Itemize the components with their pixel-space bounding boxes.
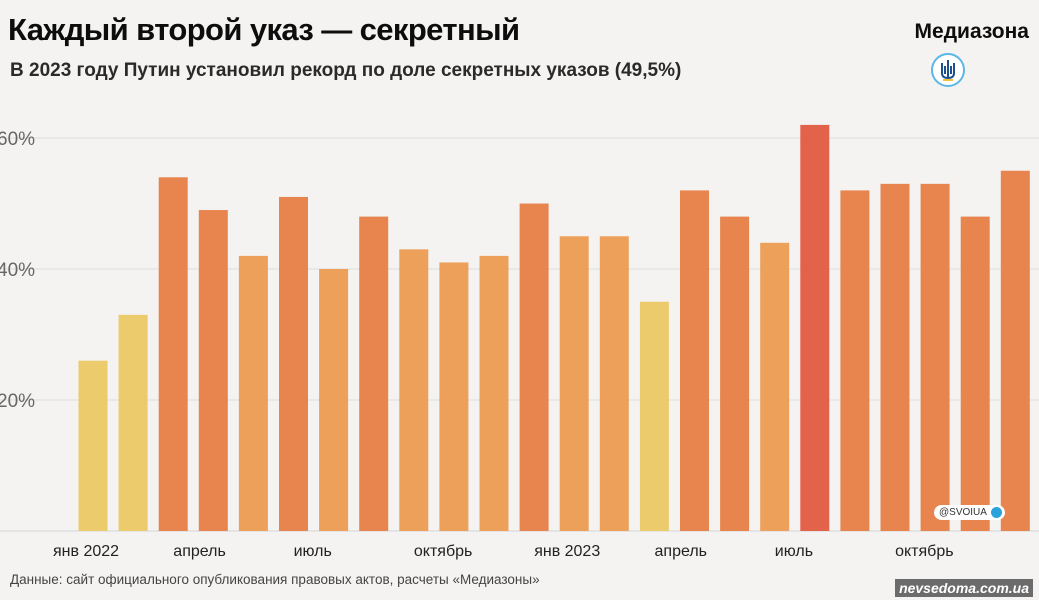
y-tick-label: 60%	[0, 129, 35, 150]
watermark: nevsedoma.com.ua	[895, 579, 1033, 597]
social-handle-label: @SVOIUA	[939, 507, 987, 518]
bar-фев-2022	[118, 314, 148, 531]
y-tick-label: 20%	[0, 391, 35, 412]
bar-апр-2022	[198, 210, 228, 532]
bar-июн-2022	[279, 196, 308, 531]
bar-окт-2023	[920, 183, 950, 531]
bar-авг-2023	[840, 190, 870, 531]
x-tick-label: апрель	[655, 543, 708, 560]
bar-сен-2023	[880, 183, 910, 531]
x-tick-label: янв 2023	[534, 543, 600, 560]
bar-фев-2023	[599, 236, 629, 531]
bar-апр-2023	[680, 190, 709, 531]
x-tick-label: июль	[775, 543, 813, 560]
bar-дек-2023	[1000, 170, 1030, 531]
telegram-icon	[990, 507, 1002, 518]
bar-дек-2022	[519, 203, 549, 531]
brand-name: Медиазона	[914, 20, 1029, 43]
chart-title: Каждый второй указ — секретный	[8, 12, 520, 47]
bar-май-2022	[238, 255, 268, 531]
bar-сен-2022	[399, 249, 429, 531]
x-tick-label: октябрь	[895, 543, 953, 560]
bar-chart: 20% 40% 60% янв 2022 апрель июль октябрь янв 20…	[0, 124, 1039, 560]
social-handle: @SVOIUA	[934, 505, 1005, 520]
x-tick-label: июль	[294, 543, 332, 560]
bar-авг-2022	[359, 216, 389, 531]
bar-мар-2022	[158, 177, 188, 532]
bar-мар-2023	[639, 301, 669, 531]
source-note: Данные: сайт официального опубликования …	[10, 572, 540, 587]
bar-июл-2022	[319, 269, 349, 531]
chart-area: 20% 40% 60% янв 2022 апрель июль октябрь янв 20…	[0, 110, 1039, 570]
bar-окт-2022	[439, 262, 469, 531]
x-tick-label: янв 2022	[53, 543, 119, 560]
x-tick-label: апрель	[173, 543, 226, 560]
x-tick-label: октябрь	[414, 543, 472, 560]
trident-logo-icon	[931, 53, 965, 92]
chart-subtitle: В 2023 году Путин установил рекорд по до…	[10, 60, 682, 81]
bar-июн-2023	[760, 242, 790, 532]
bar-ноя-2022	[479, 255, 509, 531]
bar-янв-2023	[559, 236, 589, 531]
bar-ноя-2023	[960, 216, 990, 531]
bar-июл-2023	[800, 124, 830, 532]
y-tick-label: 40%	[0, 260, 35, 281]
bar-янв-2022	[78, 360, 108, 531]
bar-май-2023	[720, 216, 750, 531]
